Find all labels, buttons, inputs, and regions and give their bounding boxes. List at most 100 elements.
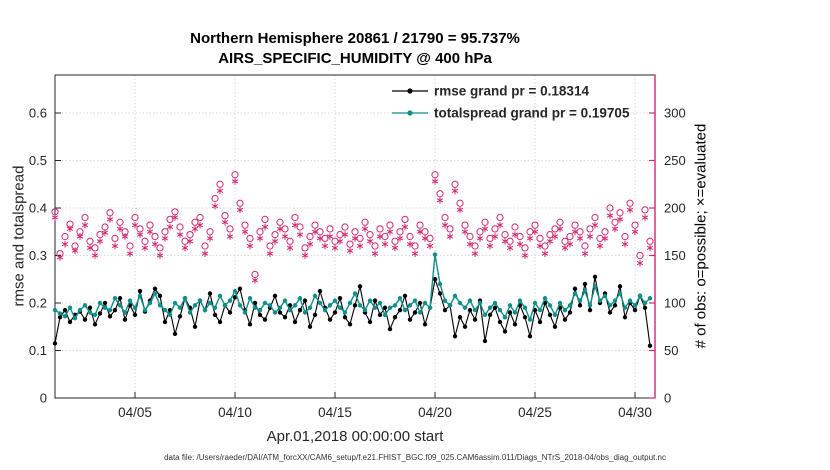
obs-evaluated-marker <box>321 242 329 250</box>
plot-title-line1: Northern Hemisphere 20861 / 21790 = 95.7… <box>190 30 520 47</box>
obs-evaluated-marker <box>121 233 129 240</box>
totalspread-marker <box>332 298 338 303</box>
obs-evaluated-marker <box>446 233 454 240</box>
obs-evaluated-marker <box>496 221 504 229</box>
totalspread-marker <box>222 303 228 308</box>
rmse-marker <box>462 324 468 329</box>
obs-evaluated-marker <box>476 234 484 242</box>
rmse-marker <box>562 317 568 322</box>
obs-evaluated-marker <box>281 233 289 240</box>
totalspread-marker <box>62 314 68 319</box>
totalspread-marker <box>517 298 523 303</box>
obs-possible-marker <box>226 225 234 233</box>
rmse-marker <box>357 284 363 289</box>
obs-evaluated-marker <box>256 234 264 242</box>
totalspread-marker <box>507 303 513 308</box>
obs-evaluated-marker <box>111 242 119 250</box>
obs-possible-marker <box>286 237 294 245</box>
obs-possible-marker <box>311 221 319 229</box>
rmse-marker <box>582 281 588 287</box>
totalspread-marker <box>57 311 63 316</box>
obs-possible-marker <box>371 242 379 250</box>
totalspread-marker <box>92 312 98 318</box>
obs-possible-marker <box>351 228 359 236</box>
obs-possible-marker <box>431 171 439 179</box>
rmse-marker <box>642 305 648 310</box>
totalspread-marker <box>132 305 138 310</box>
totalspread-marker <box>487 305 493 310</box>
totalspread-marker <box>197 298 203 303</box>
obs-evaluated-marker <box>261 223 269 231</box>
obs-possible-marker <box>361 218 369 226</box>
totalspread-marker <box>277 305 283 310</box>
obs-possible-marker <box>561 237 569 245</box>
totalspread-marker <box>367 298 373 303</box>
totalspread-marker <box>362 307 368 313</box>
obs-evaluated-marker <box>361 225 369 233</box>
totalspread-marker <box>322 307 328 313</box>
y-left-tick-label: 0.2 <box>29 296 47 311</box>
totalspread-marker <box>287 307 293 313</box>
obs-evaluated-marker <box>326 233 334 240</box>
rmse-marker <box>332 310 338 315</box>
obs-evaluated-marker <box>406 240 414 248</box>
totalspread-marker <box>267 303 273 308</box>
obs-evaluated-marker <box>531 228 539 236</box>
obs-possible-marker <box>236 199 244 207</box>
obs-possible-marker <box>391 237 399 245</box>
obs-possible-marker <box>166 215 174 223</box>
obs-evaluated-marker <box>416 228 424 236</box>
rmse-marker <box>442 307 448 313</box>
rmse-marker <box>412 310 418 315</box>
rmse-marker <box>537 319 543 325</box>
totalspread-marker <box>247 296 253 301</box>
totalspread-marker <box>622 305 628 310</box>
obs-evaluated-marker <box>176 231 184 239</box>
totalspread-marker <box>207 300 213 306</box>
obs-evaluated-marker <box>596 242 604 250</box>
totalspread-marker <box>182 296 188 301</box>
totalspread-marker <box>282 298 288 303</box>
obs-possible-marker <box>461 221 469 229</box>
obs-possible-marker <box>406 232 414 241</box>
obs-evaluated-marker <box>371 250 379 258</box>
obs-evaluated-marker <box>381 240 389 248</box>
totalspread-marker <box>152 291 158 296</box>
rmse-marker <box>397 307 403 313</box>
rmse-marker <box>367 319 373 325</box>
totalspread-marker <box>302 310 308 315</box>
rmse-marker <box>547 312 553 318</box>
legend-marker-sample <box>407 88 413 94</box>
obs-evaluated-marker <box>426 242 434 250</box>
rmse-marker <box>522 315 528 320</box>
totalspread-marker <box>377 300 383 306</box>
rmse-marker <box>612 303 618 308</box>
obs-evaluated-marker <box>306 240 314 248</box>
obs-evaluated-marker <box>341 231 349 239</box>
totalspread-marker <box>347 300 353 306</box>
obs-evaluated-marker <box>466 240 474 248</box>
obs-possible-marker <box>201 242 209 250</box>
totalspread-marker <box>202 307 208 313</box>
obs-evaluated-marker <box>571 228 579 236</box>
left-axis-label: rmse and totalspread <box>10 165 28 307</box>
totalspread-marker <box>317 300 323 306</box>
totalspread-marker <box>67 305 73 310</box>
totalspread-marker <box>602 293 608 299</box>
obs-evaluated-marker <box>291 221 299 229</box>
totalspread-marker <box>397 296 403 301</box>
obs-possible-marker <box>96 231 104 239</box>
obs-evaluated-marker <box>411 250 419 258</box>
obs-evaluated-marker <box>396 234 404 242</box>
totalspread-marker <box>422 300 428 306</box>
obs-possible-marker <box>151 232 159 241</box>
obs-evaluated-marker <box>481 225 489 233</box>
rmse-marker <box>192 324 198 329</box>
totalspread-marker <box>617 291 623 296</box>
totalspread-marker <box>572 291 578 296</box>
rmse-marker <box>302 298 308 303</box>
rmse-marker <box>457 315 463 320</box>
totalspread-marker <box>452 293 458 299</box>
obs-evaluated-marker <box>611 225 619 233</box>
